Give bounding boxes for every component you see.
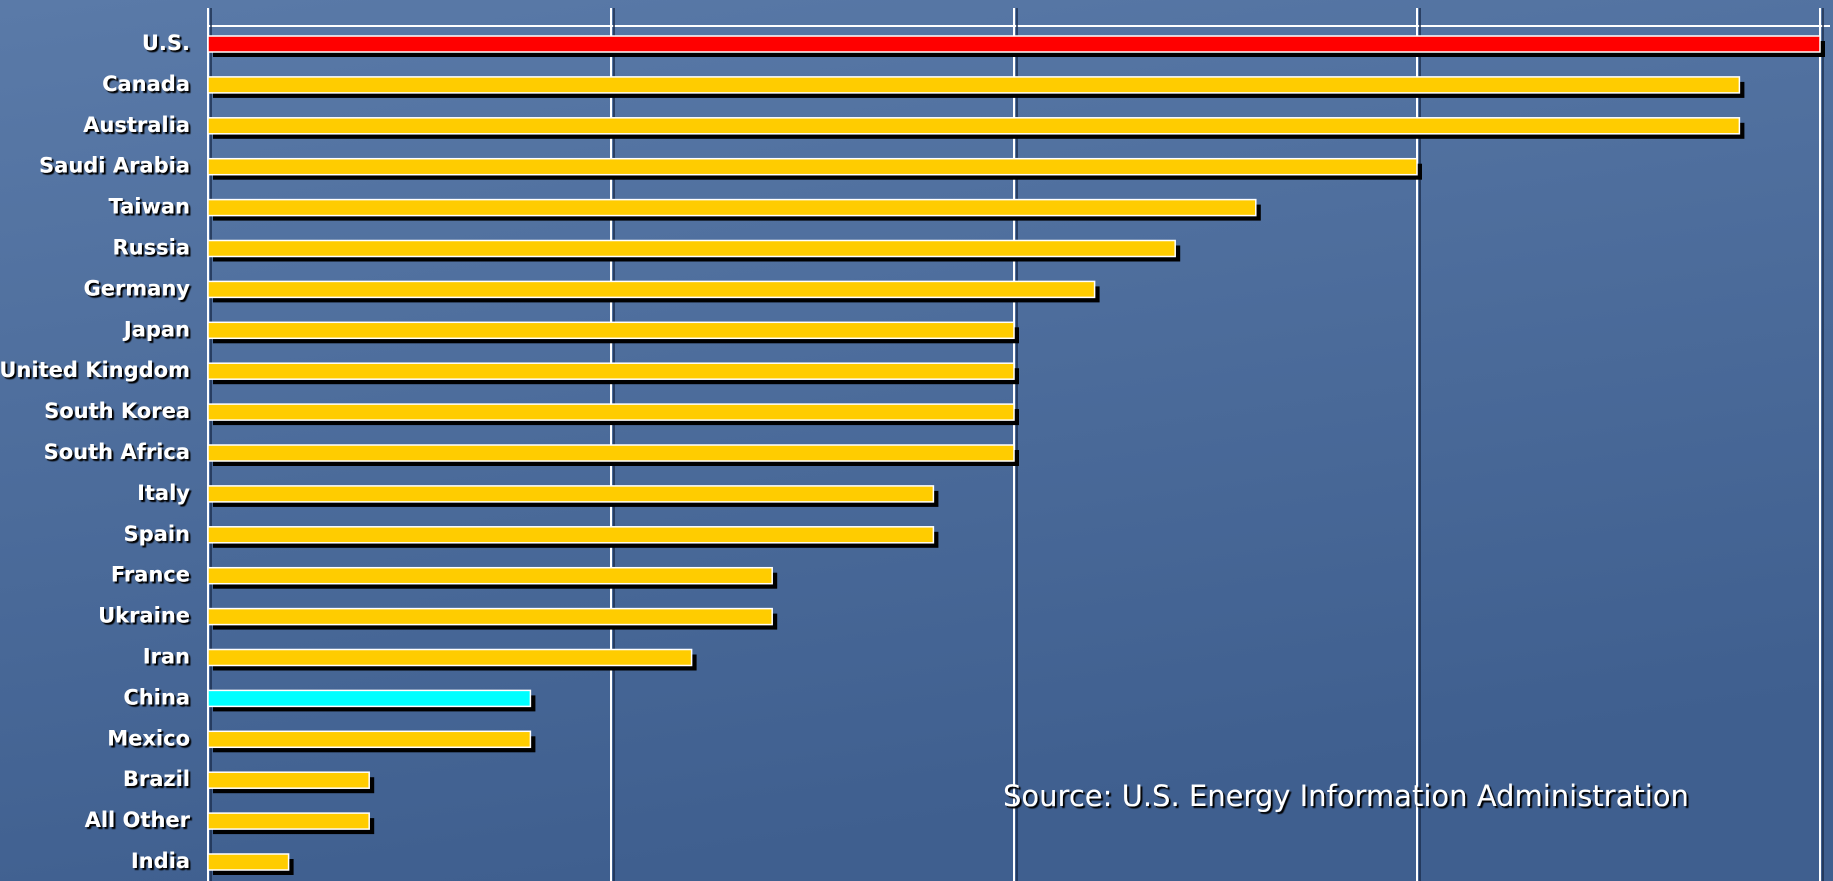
bar <box>207 280 1096 299</box>
y-tick-label: Brazil <box>123 767 190 791</box>
bar <box>207 689 532 708</box>
y-tick-label: India <box>131 849 190 873</box>
y-tick-label: South Korea <box>44 399 190 423</box>
y-tick-label: South Africa <box>44 440 190 464</box>
bar <box>207 76 1741 94</box>
bar <box>207 362 1015 380</box>
y-tick-label: Germany <box>83 276 190 300</box>
y-tick-label: Italy <box>137 481 190 505</box>
bar <box>207 239 1176 258</box>
source-note: Source: U.S. Energy Information Administ… <box>1003 779 1689 813</box>
bars: U.S. Canada Australia Saudi Arabia Taiwan Rus… <box>0 31 1825 875</box>
y-tick-label: All Other <box>85 808 191 832</box>
bar <box>207 853 290 871</box>
y-tick-label: Mexico <box>107 726 190 750</box>
y-tick-label: Saudi Arabia <box>39 154 190 178</box>
bar <box>207 607 773 626</box>
y-tick-label: Spain <box>124 522 190 546</box>
bar <box>207 321 1015 340</box>
bar <box>207 485 935 503</box>
y-tick-label: Australia <box>83 113 190 137</box>
bar <box>207 444 1015 462</box>
y-tick-label: Taiwan <box>108 195 190 219</box>
bar <box>207 157 1418 176</box>
y-tick-label: U.S. <box>142 31 190 55</box>
bar <box>207 198 1257 217</box>
y-tick-label: France <box>111 563 190 587</box>
y-tick-label: China <box>123 685 190 709</box>
y-tick-label: Iran <box>143 645 190 669</box>
bar <box>207 403 1015 421</box>
bar <box>207 566 773 585</box>
bar <box>207 812 370 830</box>
bar <box>207 526 935 544</box>
bar <box>207 648 693 667</box>
y-tick-label: Russia <box>113 236 191 260</box>
bar <box>207 771 370 789</box>
bar <box>207 730 532 749</box>
y-tick-label: Japan <box>122 317 190 341</box>
y-tick-label: Canada <box>102 72 190 96</box>
y-tick-label: United Kingdom <box>0 358 190 382</box>
bar <box>207 117 1741 135</box>
y-tick-label: Ukraine <box>98 604 190 628</box>
bar <box>207 35 1821 53</box>
